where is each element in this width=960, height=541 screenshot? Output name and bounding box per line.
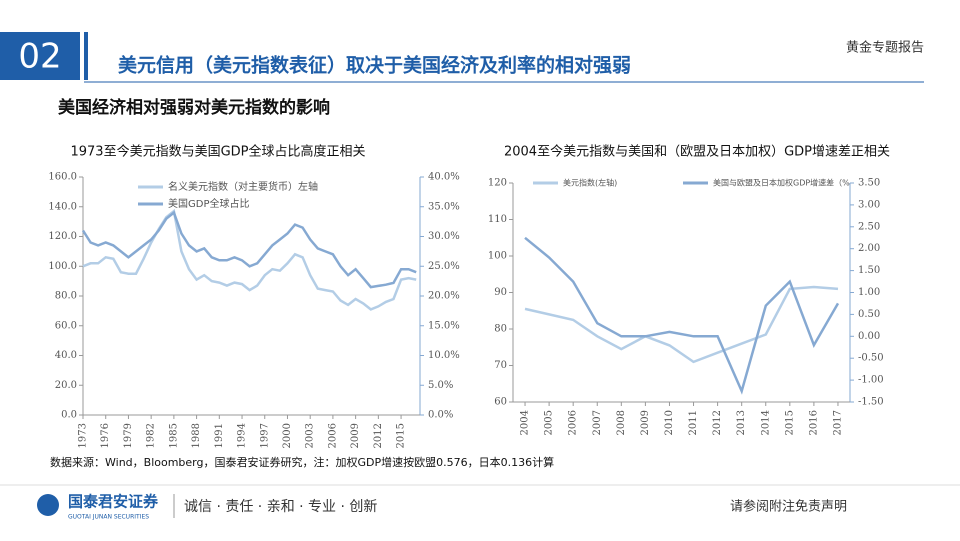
y2-tick-label: -1.50 xyxy=(858,397,884,408)
series-line xyxy=(524,236,840,395)
x-tick-label: 2003 xyxy=(305,423,316,448)
y2-tick-label: 40.0% xyxy=(428,172,460,183)
legend-label: 美国与欧盟及日本加权GDP增速差（% xyxy=(713,178,850,188)
y-tick-label: 20.0 xyxy=(55,380,77,391)
x-tick-label: 1994 xyxy=(237,423,248,448)
series-line xyxy=(81,210,417,289)
y2-tick-label: 3.50 xyxy=(858,178,880,189)
x-tick-label: 1976 xyxy=(100,423,111,448)
y2-tick-label: 35.0% xyxy=(428,201,460,212)
chart-bg xyxy=(482,168,918,432)
slide-title: 美元信用（美元指数表征）取决于美国经济及利率的相对强弱 xyxy=(118,54,631,77)
y-tick-label: 110 xyxy=(488,214,507,225)
y2-tick-label: 10.0% xyxy=(428,350,460,361)
y2-tick-label: 15.0% xyxy=(428,320,460,331)
x-tick-label: 1979 xyxy=(123,423,134,448)
y2-tick-label: 1.50 xyxy=(858,265,880,276)
x-tick-label: 2013 xyxy=(736,410,747,435)
series-line xyxy=(82,208,417,311)
x-tick-label: 2010 xyxy=(664,410,675,435)
x-tick-label: 2005 xyxy=(544,410,555,435)
legend-label: 名义美元指数（对主要货币）左轴 xyxy=(168,180,318,193)
company-en: GUOTAI JUNAN SECURITIES xyxy=(68,514,149,521)
x-tick-label: 2009 xyxy=(350,423,361,448)
y2-tick-label: 20.0% xyxy=(428,291,460,302)
x-tick-label: 2014 xyxy=(760,410,771,435)
x-tick-label: 2017 xyxy=(832,410,843,435)
y2-tick-label: 0.0% xyxy=(428,410,453,421)
y-tick-label: 70 xyxy=(494,360,507,371)
y-tick-label: 120.0 xyxy=(48,231,77,242)
y2-tick-label: 2.00 xyxy=(858,243,880,254)
x-tick-label: 2007 xyxy=(592,410,603,435)
y-tick-label: 60.0 xyxy=(55,320,77,331)
y-tick-label: 90 xyxy=(494,287,507,298)
legend-label: 美国GDP全球占比 xyxy=(168,197,249,210)
company: 国泰君安证券 xyxy=(68,493,159,511)
y2-tick-label: 0.50 xyxy=(858,309,880,320)
x-tick-label: 1982 xyxy=(146,423,157,448)
chart-bg xyxy=(40,165,470,452)
subtitle: 美国经济相对强弱对美元指数的影响 xyxy=(58,97,330,118)
y-tick-label: 140.0 xyxy=(48,201,77,212)
y-tick-label: 160.0 xyxy=(48,172,77,183)
y-tick-label: 80.0 xyxy=(55,291,77,302)
report-name: 黄金专题报告 xyxy=(846,40,924,56)
y2-tick-label: 25.0% xyxy=(428,261,460,272)
chart-title: 1973至今美元指数与美国GDP全球占比高度正相关 xyxy=(70,144,365,160)
y2-tick-label: 1.00 xyxy=(858,287,880,298)
y-tick-label: 100 xyxy=(488,251,507,262)
x-tick-label: 1991 xyxy=(214,423,225,448)
y2-tick-label: 0.00 xyxy=(858,331,880,342)
y2-tick-label: -1.00 xyxy=(858,375,884,386)
legend-label: 美元指数(左轴) xyxy=(563,178,617,188)
y2-tick-label: 5.0% xyxy=(428,380,453,391)
y-tick-label: 100.0 xyxy=(48,261,77,272)
x-tick-label: 2008 xyxy=(616,410,627,435)
x-tick-label: 1997 xyxy=(259,423,270,448)
y2-tick-label: 30.0% xyxy=(428,231,460,242)
x-tick-label: 2015 xyxy=(784,410,795,435)
motto: 诚信 · 责任 · 亲和 · 专业 · 创新 xyxy=(184,499,377,515)
x-tick-label: 1973 xyxy=(78,423,89,448)
disclaimer: 请参阅附注免责声明 xyxy=(730,499,847,515)
x-tick-label: 2009 xyxy=(640,410,651,435)
y-tick-label: 80 xyxy=(494,324,507,335)
x-tick-label: 2015 xyxy=(396,423,407,448)
x-tick-label: 2006 xyxy=(568,410,579,435)
x-tick-label: 2006 xyxy=(327,423,338,448)
number-box xyxy=(0,32,80,80)
x-tick-label: 2011 xyxy=(688,410,699,435)
y2-tick-label: 2.50 xyxy=(858,221,880,232)
x-tick-label: 1988 xyxy=(191,423,202,448)
y-tick-label: 40.0 xyxy=(55,350,77,361)
y2-tick-label: -0.50 xyxy=(858,353,884,364)
logo xyxy=(37,494,59,516)
x-tick-label: 2016 xyxy=(808,410,819,435)
x-tick-label: 2004 xyxy=(520,410,531,435)
source: 数据来源：Wind，Bloomberg，国泰君安证券研究，注：加权GDP增速按欧… xyxy=(50,455,554,469)
y-tick-label: 120 xyxy=(488,178,507,189)
y-tick-label: 0.0 xyxy=(61,410,77,421)
y2-tick-label: 3.00 xyxy=(858,199,880,210)
series-line xyxy=(524,285,839,364)
y-tick-label: 60 xyxy=(494,397,507,408)
x-tick-label: 1985 xyxy=(168,423,179,448)
section-number: 02 xyxy=(18,37,61,77)
chart-title: 2004至今美元指数与美国和（欧盟及日本加权）GDP增速差正相关 xyxy=(504,144,890,160)
x-tick-label: 2012 xyxy=(712,410,723,435)
bar xyxy=(84,32,88,80)
x-tick-label: 2000 xyxy=(282,423,293,448)
x-tick-label: 2012 xyxy=(373,423,384,448)
